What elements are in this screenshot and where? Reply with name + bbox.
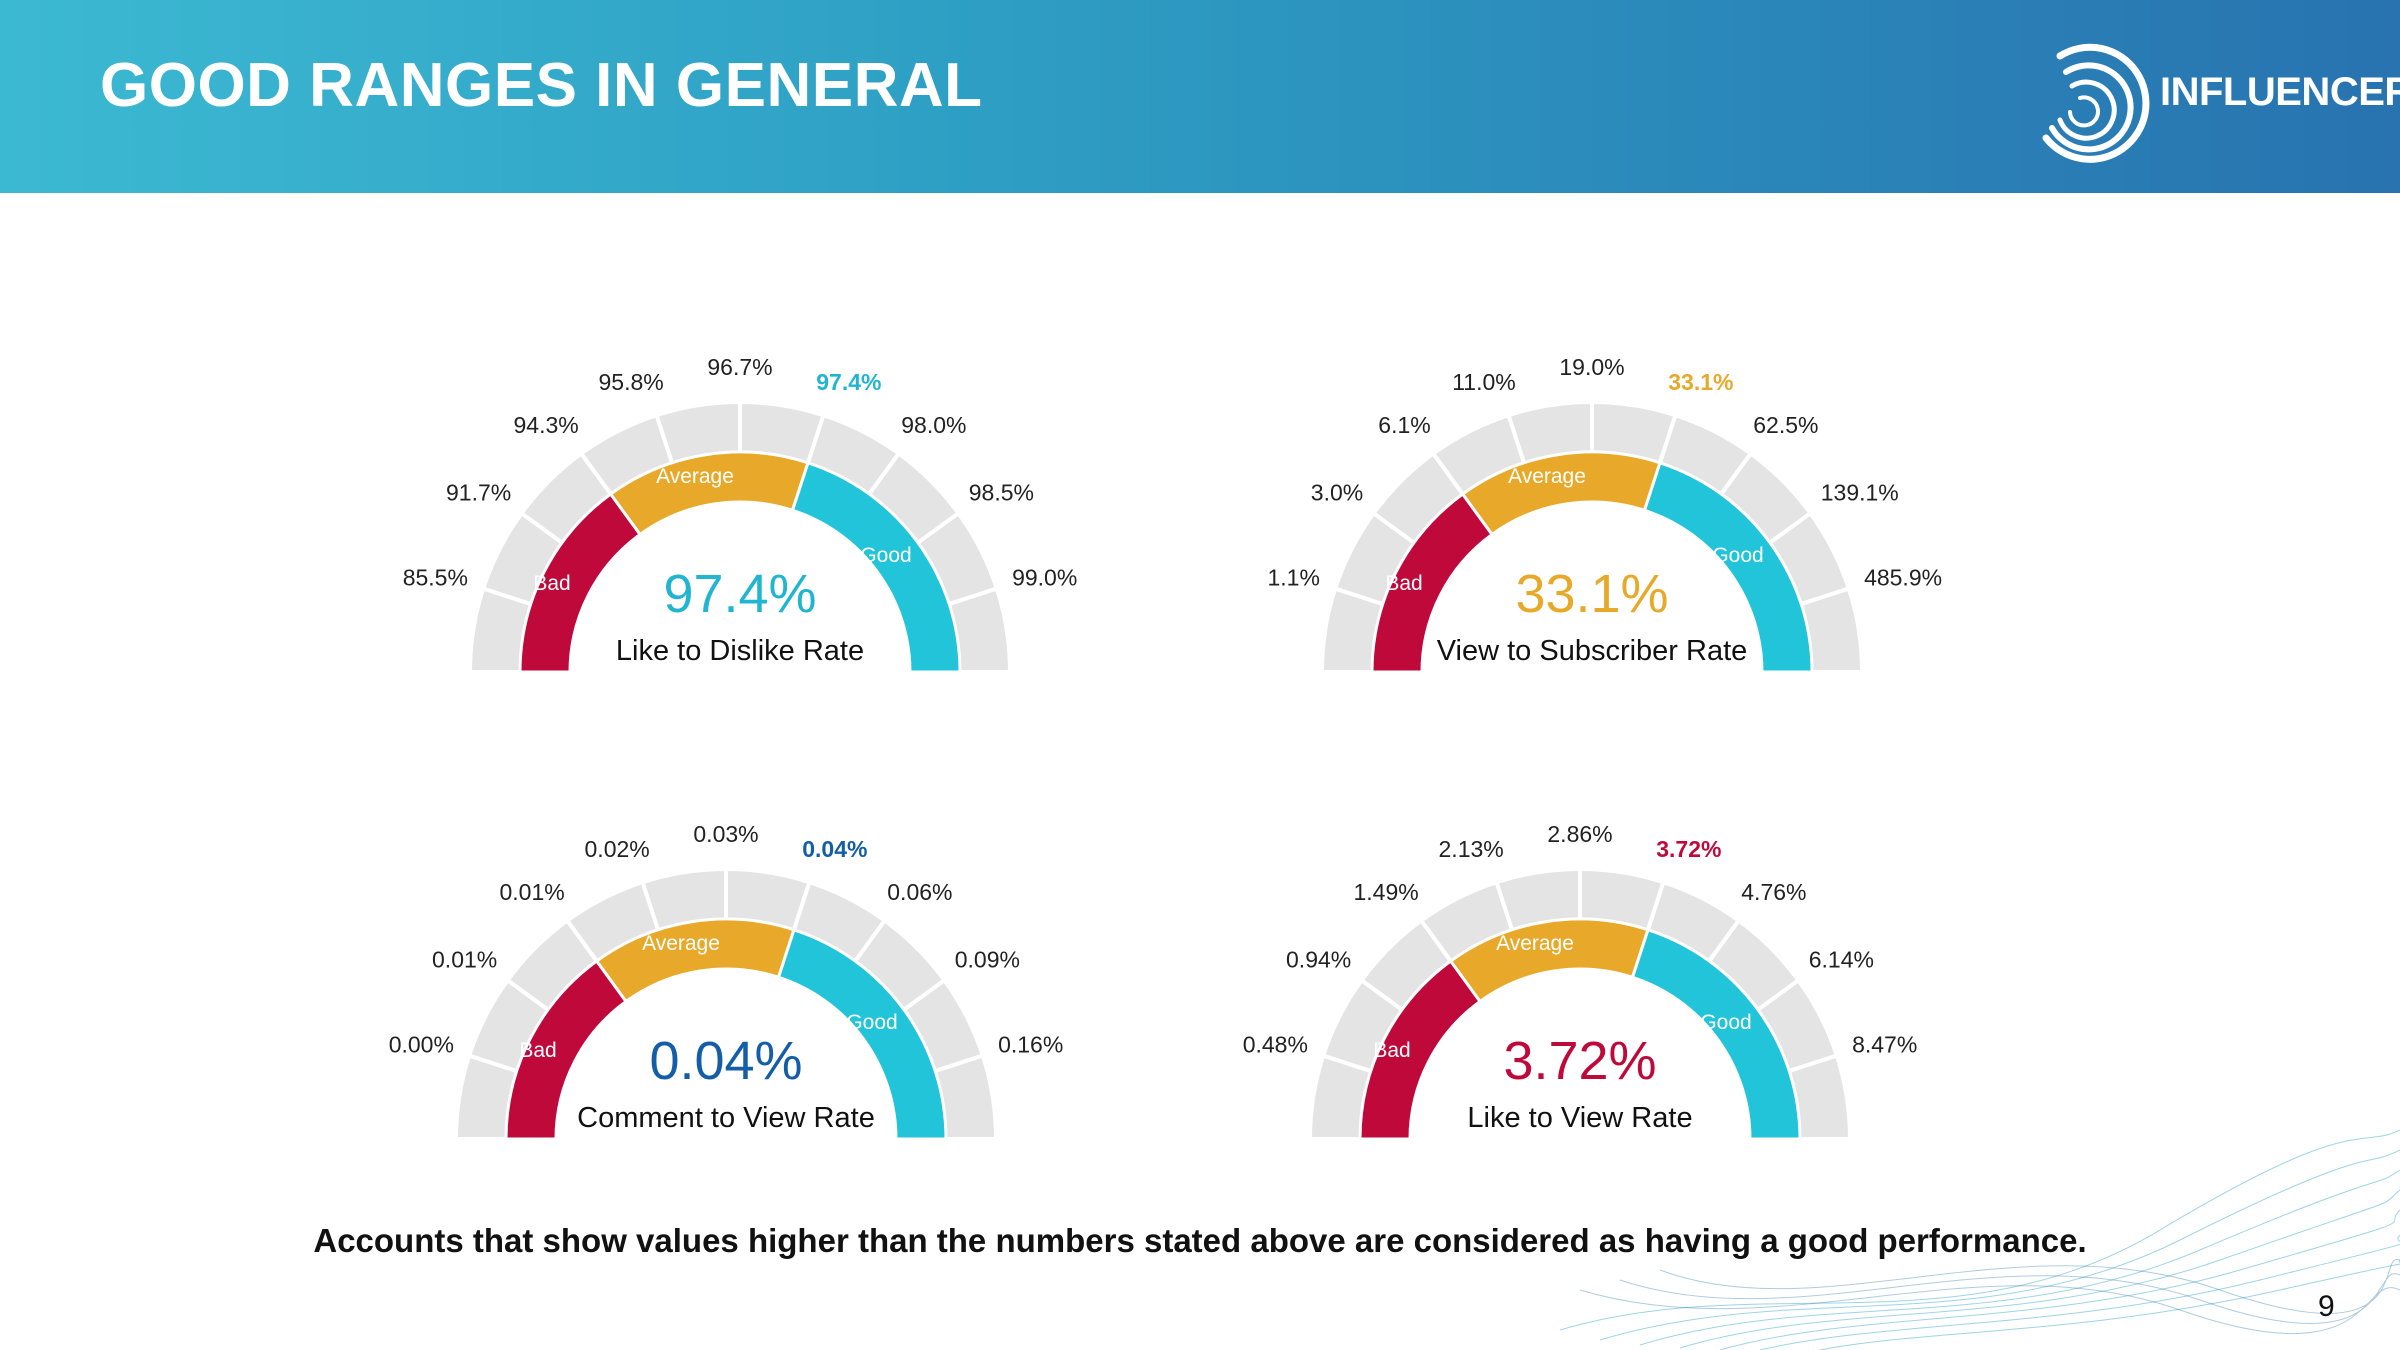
tick-label: 1.49% — [1354, 879, 1419, 905]
tick-label: 1.1% — [1267, 565, 1319, 591]
logo-wordmark: INFLUENCERDB — [2160, 70, 2400, 115]
tick-label: 94.3% — [514, 412, 579, 438]
band-good — [790, 460, 962, 674]
tick-label: 0.01% — [500, 879, 565, 905]
tick-label: 0.06% — [887, 879, 952, 905]
tick-label: 0.16% — [998, 1032, 1063, 1058]
gauge-title: Comment to View Rate — [577, 1102, 875, 1134]
footer-note: Accounts that show values higher than th… — [313, 1222, 2087, 1259]
tick-label: 96.7% — [707, 354, 772, 380]
gauge-value: 3.72% — [1503, 1031, 1656, 1091]
tick-label: 0.00% — [389, 1032, 454, 1058]
tick-label: 0.01% — [432, 947, 497, 973]
band-label-good: Good — [1712, 544, 1763, 567]
gauge-value: 33.1% — [1515, 564, 1668, 624]
page-number: 9 — [2318, 1290, 2335, 1323]
band-label-good: Good — [1700, 1011, 1751, 1034]
tick-label: 0.94% — [1286, 947, 1351, 973]
tick-label: 99.0% — [1012, 565, 1077, 591]
tick-label: 0.02% — [585, 836, 650, 862]
page-title: GOOD RANGES IN GENERAL — [100, 51, 983, 120]
tick-label: 3.0% — [1311, 480, 1363, 506]
band-good — [1630, 927, 1802, 1141]
tick-label: 97.4% — [816, 369, 881, 395]
decorative-wave — [1560, 1129, 2400, 1350]
gauge-svg: Bad Average Good 0.00% 0.01% 0.01% 0.02% 0.03% 0… — [389, 821, 1063, 1141]
gauge-value: 97.4% — [663, 564, 816, 624]
band-label-average: Average — [656, 465, 734, 488]
band-label-bad: Bad — [519, 1039, 556, 1062]
gauge-like-to-dislike: Bad Average Good 85.5% 91.7% 94.3% 95.8% 96.7% 9… — [380, 320, 1100, 790]
gauge-svg: Bad Average Good 85.5% 91.7% 94.3% 95.8% 96.7% 9… — [403, 354, 1077, 674]
tick-label: 6.14% — [1809, 947, 1874, 973]
tick-label: 98.0% — [901, 412, 966, 438]
gauge-comment-to-view: Bad Average Good 0.00% 0.01% 0.01% 0.02% 0.03% 0… — [366, 787, 1086, 1257]
gauge-title: Like to View Rate — [1467, 1102, 1692, 1134]
influencerdb-logo: INFLUENCERDB — [2040, 28, 2400, 168]
tick-label: 62.5% — [1753, 412, 1818, 438]
band-label-bad: Bad — [533, 572, 570, 595]
tick-label: 485.9% — [1864, 565, 1942, 591]
gauge-svg: Bad Average Good 1.1% 3.0% 6.1% 11.0% 19.0% 33.1… — [1267, 354, 1942, 674]
band-good — [776, 927, 948, 1141]
tick-label: 91.7% — [446, 480, 511, 506]
logo-swirl-icon — [2042, 43, 2150, 163]
gauge-title: Like to Dislike Rate — [616, 635, 864, 667]
tick-label: 4.76% — [1741, 879, 1806, 905]
tick-label: 3.72% — [1656, 836, 1721, 862]
tick-label: 19.0% — [1559, 354, 1624, 380]
tick-label: 2.86% — [1547, 821, 1612, 847]
gauge-value: 0.04% — [649, 1031, 802, 1091]
tick-label: 95.8% — [599, 369, 664, 395]
gauge-svg: Bad Average Good 0.48% 0.94% 1.49% 2.13% 2.86% 3… — [1243, 821, 1917, 1141]
tick-label: 8.47% — [1852, 1032, 1917, 1058]
tick-label: 139.1% — [1821, 480, 1899, 506]
tick-label: 0.09% — [955, 947, 1020, 973]
tick-label: 0.48% — [1243, 1032, 1308, 1058]
tick-label: 85.5% — [403, 565, 468, 591]
gauge-like-to-view: Bad Average Good 0.48% 0.94% 1.49% 2.13% 2.86% 3… — [1220, 787, 1940, 1257]
tick-label: 11.0% — [1452, 369, 1516, 395]
tick-label: 33.1% — [1668, 369, 1733, 395]
band-label-good: Good — [846, 1011, 897, 1034]
band-label-average: Average — [1496, 932, 1574, 955]
tick-label: 0.04% — [802, 836, 867, 862]
tick-label: 0.03% — [693, 821, 758, 847]
gauge-view-to-subscriber: Bad Average Good 1.1% 3.0% 6.1% 11.0% 19.0% 33.1… — [1232, 320, 1952, 790]
band-label-average: Average — [1508, 465, 1586, 488]
band-label-bad: Bad — [1385, 572, 1422, 595]
gauge-title: View to Subscriber Rate — [1437, 635, 1748, 667]
logo-brand: INFLUENCER — [2160, 70, 2400, 114]
band-label-bad: Bad — [1373, 1039, 1410, 1062]
header-banner: GOOD RANGES IN GENERAL INFLUENCERDB — [0, 0, 2400, 193]
tick-label: 98.5% — [969, 480, 1034, 506]
band-label-average: Average — [642, 932, 720, 955]
band-label-good: Good — [860, 544, 911, 567]
tick-label: 2.13% — [1439, 836, 1504, 862]
band-good — [1642, 460, 1814, 674]
tick-label: 6.1% — [1378, 412, 1430, 438]
